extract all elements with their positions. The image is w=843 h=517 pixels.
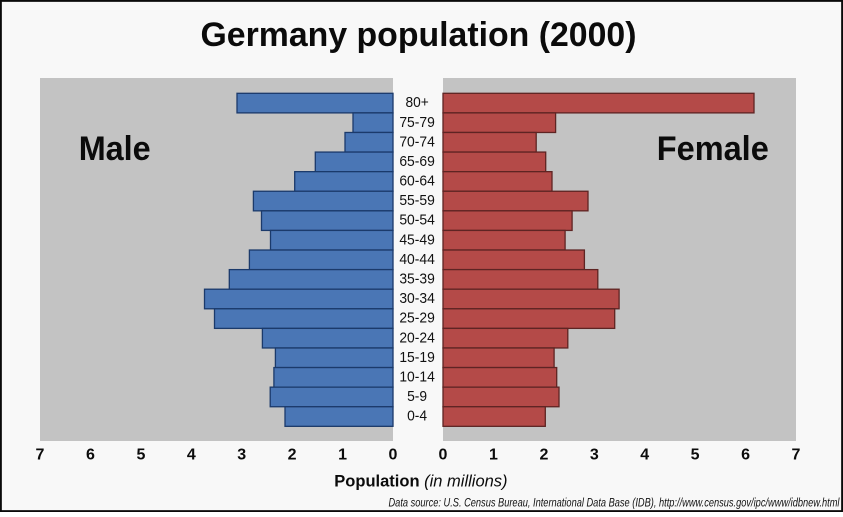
- svg-text:35-39: 35-39: [399, 271, 435, 288]
- svg-text:6: 6: [86, 447, 95, 464]
- svg-text:0-4: 0-4: [407, 408, 427, 425]
- svg-text:3: 3: [237, 447, 246, 464]
- svg-text:5: 5: [136, 447, 145, 464]
- svg-text:55-59: 55-59: [399, 192, 435, 209]
- svg-text:70-74: 70-74: [399, 133, 435, 150]
- svg-text:7: 7: [792, 447, 801, 464]
- svg-text:Germany population (2000): Germany population (2000): [201, 16, 637, 54]
- svg-text:4: 4: [187, 447, 196, 464]
- svg-text:2: 2: [288, 447, 297, 464]
- svg-text:0: 0: [389, 447, 398, 464]
- svg-text:40-44: 40-44: [399, 251, 435, 268]
- svg-text:50-54: 50-54: [399, 212, 435, 229]
- svg-text:1: 1: [338, 447, 347, 464]
- svg-text:Population (in millions): Population (in millions): [334, 472, 507, 490]
- svg-text:6: 6: [741, 447, 750, 464]
- svg-text:25-29: 25-29: [399, 310, 435, 327]
- svg-text:5: 5: [691, 447, 700, 464]
- svg-text:0: 0: [439, 447, 448, 464]
- svg-text:45-49: 45-49: [399, 231, 435, 248]
- svg-text:2: 2: [539, 447, 548, 464]
- svg-text:15-19: 15-19: [399, 349, 435, 366]
- svg-text:20-24: 20-24: [399, 329, 435, 346]
- svg-text:3: 3: [590, 447, 599, 464]
- svg-text:65-69: 65-69: [399, 153, 435, 170]
- svg-text:1: 1: [489, 447, 498, 464]
- svg-text:80+: 80+: [405, 94, 429, 111]
- svg-text:4: 4: [640, 447, 649, 464]
- svg-text:7: 7: [36, 447, 45, 464]
- svg-text:Male: Male: [79, 130, 151, 168]
- svg-text:Data source: U.S. Census Burea: Data source: U.S. Census Bureau, Interna…: [389, 495, 840, 509]
- svg-text:30-34: 30-34: [399, 290, 435, 307]
- svg-text:5-9: 5-9: [407, 388, 427, 405]
- svg-text:75-79: 75-79: [399, 114, 435, 131]
- svg-text:60-64: 60-64: [399, 173, 435, 190]
- svg-text:10-14: 10-14: [399, 369, 435, 386]
- svg-text:Female: Female: [657, 130, 769, 168]
